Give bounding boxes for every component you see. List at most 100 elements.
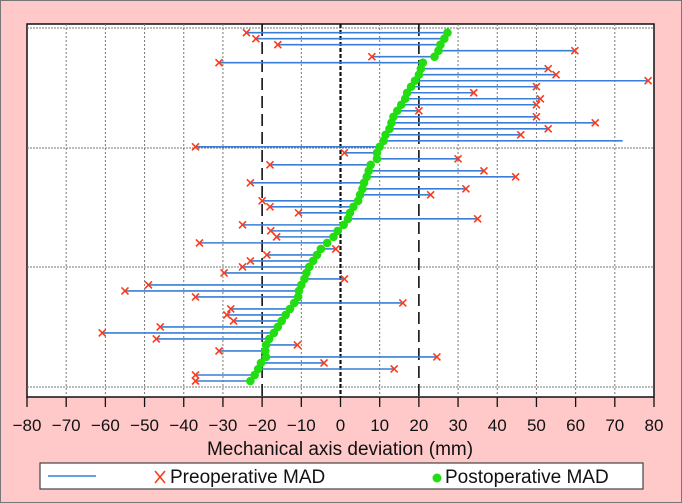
x-stroke [265,202,275,211]
x-stroke [222,310,231,320]
x-tick-label: −50 [130,416,159,435]
preoperative-point [293,340,302,350]
preoperative-point [242,28,251,37]
x-stroke [214,58,224,67]
x-stroke [532,82,541,91]
x-tick-label: 40 [488,416,507,435]
postoperative-point [372,154,382,164]
x-tick-label: −10 [287,416,316,435]
x-stroke [265,160,275,169]
x-stroke [294,208,303,217]
x-stroke [293,340,302,350]
x-stroke [266,226,275,235]
legend: Preoperative MAD Postoperative MAD [39,462,644,490]
preoperative-point [214,58,224,67]
preoperative-point [191,142,200,151]
x-tick-label: 80 [645,416,664,435]
preoperative-point [238,220,247,229]
postoperative-point [329,232,338,242]
preoperative-point [191,292,200,301]
preoperative-point [432,352,441,362]
preoperative-point [414,106,423,115]
x-stroke [195,238,204,247]
preoperative-point [238,262,247,271]
preoperative-point [120,286,130,295]
x-stroke [544,124,553,133]
x-tick-label: 10 [370,416,389,435]
x-stroke [144,280,153,289]
x-stroke [272,232,281,241]
preoperative-point [331,244,340,253]
x-stroke [432,352,441,362]
x-axis-label: Mechanical axis deviation (mm) [207,439,473,460]
x-stroke [238,262,247,271]
x-tick-label: 60 [566,416,585,435]
postoperative-point [269,328,279,338]
preoperative-point [398,298,407,307]
preoperative-point [265,160,275,169]
x-stroke [511,172,520,181]
preoperative-point [220,268,229,277]
legend-x-marker [154,470,166,484]
legend-label-preoperative: Preoperative MAD [170,467,325,488]
preoperative-point [226,304,235,314]
x-stroke [214,346,224,356]
x-stroke [473,214,482,223]
preoperative-point [266,226,275,235]
preoperative-point [272,232,281,241]
preoperative-point [195,238,204,247]
x-stroke [156,322,165,332]
preoperative-point [461,184,470,193]
preoperative-point [544,64,553,73]
x-stroke [246,178,255,187]
x-stroke [229,316,238,326]
preoperative-point [532,82,541,91]
postoperative-point [333,226,343,236]
postoperative-point [246,376,255,386]
preoperative-point [273,40,282,49]
legend-dot-marker [432,473,442,483]
preoperative-point [251,34,260,43]
preoperative-point [479,166,488,175]
x-stroke [220,268,229,277]
x-stroke [536,94,545,103]
preoperative-point [644,76,653,85]
legend-box [39,462,644,490]
preoperative-point [222,310,231,320]
preoperative-point [144,280,153,289]
x-stroke [191,376,200,386]
x-stroke [453,154,463,163]
x-stroke [258,196,267,205]
x-stroke [319,358,329,368]
postoperative-point [285,304,295,314]
preoperative-point [340,148,349,157]
legend-label-postoperative: Postoperative MAD [445,467,609,488]
postoperative-point [343,214,353,224]
preoperative-point [390,364,399,374]
postoperative-point [261,352,271,362]
x-stroke [340,274,349,283]
x-stroke [644,76,653,85]
preoperative-point [551,70,561,79]
postoperative-point [430,52,439,62]
x-stroke [152,334,161,344]
preoperative-point [265,202,275,211]
x-stroke [242,28,251,37]
preoperative-point [469,88,478,97]
x-stroke [367,52,376,61]
x-stroke [340,148,349,157]
x-stroke [246,256,255,265]
x-stroke [273,40,282,49]
x-tick-label: 20 [409,416,428,435]
preoperative-point [191,376,200,386]
preoperative-point [214,346,224,356]
postoperative-point [372,148,382,158]
x-tick-label: −80 [13,416,42,435]
x-tick-label: −40 [169,416,198,435]
x-stroke [532,112,541,121]
x-stroke [426,190,435,199]
x-stroke [461,184,470,193]
preoperative-point [591,118,600,127]
postoperative-point [289,298,299,308]
x-stroke [469,88,478,97]
